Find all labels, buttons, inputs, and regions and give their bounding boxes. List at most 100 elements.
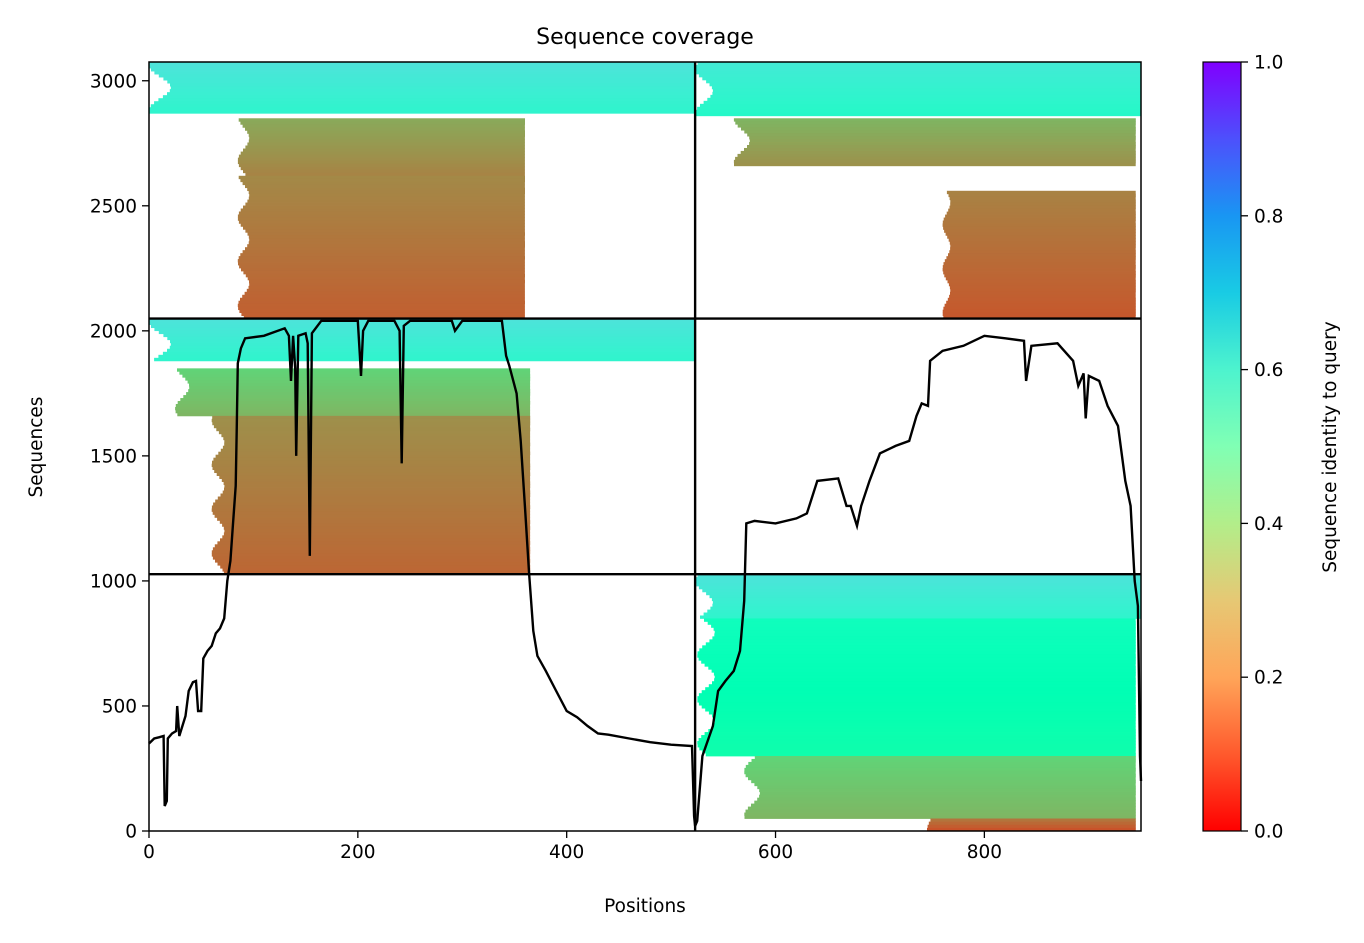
heatmap-cell [946,256,1136,260]
heatmap-cell [248,139,525,143]
heatmap-cell [942,265,1136,269]
heatmap-cell [149,110,696,114]
heatmap-cell [243,169,525,174]
heatmap-cell [217,562,531,566]
heatmap-cell [945,276,1136,281]
heatmap-cell [213,457,531,462]
heatmap-cell [943,262,1136,266]
heatmap-cell [744,770,1136,775]
heatmap-cell [245,229,525,233]
heatmap-cell [703,100,1141,105]
heatmap-cell [237,303,525,308]
heatmap-cell [150,104,696,108]
heatmap-cell [158,354,696,359]
heatmap-cell [707,609,1141,613]
heatmap-cell [216,427,531,432]
heatmap-cell [714,678,1136,682]
heatmap-cell [154,71,696,75]
heatmap-cell [248,133,525,137]
heatmap-cell [238,163,525,168]
heatmap-cell [707,621,1136,625]
heatmap-cell [244,291,525,296]
heatmap-cell [211,505,531,509]
heatmap-cell [167,80,696,84]
heatmap-cell [186,392,531,396]
heatmap-cell [927,827,1136,832]
heatmap-cell [242,181,525,186]
heatmap-cell [697,574,1141,578]
heatmap-cell [237,259,525,263]
heatmap-cell [745,764,1136,769]
heatmap-cell [183,395,531,399]
heatmap-cell [754,800,1136,805]
heatmap-cell [222,445,531,450]
heatmap-cell [745,773,1136,778]
heatmap-cell [751,779,1136,784]
heatmap-cell [713,723,1136,727]
heatmap-cell [704,663,1136,667]
heatmap-cell [747,806,1136,810]
heatmap-cell [169,89,696,93]
heatmap-cell [735,156,1136,161]
heatmap-cell [237,214,525,218]
heatmap-cell [222,523,531,527]
heatmap-cell [154,357,696,362]
heatmap-cell [243,226,525,230]
heatmap-cell [713,627,1136,631]
chart-title: Sequence coverage [536,25,754,50]
heatmap-cell [149,107,696,111]
heatmap-cell [744,812,1136,816]
colorbar-tick-label: 0.8 [1254,206,1283,227]
heatmap-cell [211,553,531,557]
heatmap-cell [245,273,526,278]
heatmap-cell [734,162,1136,167]
x-tick-label: 200 [340,842,375,863]
heatmap-cell [698,693,1136,697]
heatmap-cell [238,175,525,180]
heatmap-cell [949,294,1136,299]
heatmap-cell [701,705,1136,709]
heatmap-cell [212,421,531,426]
colorbar-tick-label: 0.4 [1254,514,1283,535]
heatmap-cell [218,451,531,456]
heatmap-cell [151,68,696,72]
heatmap-cell [211,550,531,554]
heatmap-cell [177,401,531,405]
heatmap-cell [748,776,1136,781]
heatmap-cell [238,256,525,260]
heatmap-cell [942,220,1136,224]
y-tick-label: 1000 [90,571,137,592]
heatmap-cell [754,782,1136,787]
heatmap-cell [948,193,1136,198]
heatmap-cell [179,371,531,375]
heatmap-cell [702,750,1136,754]
y-axis-label: Sequences [26,397,47,498]
heatmap-cell [238,300,525,305]
heatmap-cell [950,199,1136,204]
heatmap-cell [224,487,531,491]
heatmap-cell [245,184,525,189]
heatmap-cell [950,291,1136,296]
heatmap-cell [710,606,1141,610]
heatmap-cell [217,541,531,545]
heatmap-cell [708,684,1136,688]
heatmap-cell [222,535,531,539]
heatmap-cell [943,306,1136,311]
heatmap-cell [757,785,1136,790]
heatmap-cell [214,469,531,474]
heatmap-cell [212,556,531,560]
heatmap-cell [711,669,1136,673]
heatmap-cell [163,333,696,338]
colorbar-gradient [1202,61,1242,832]
heatmap-cell [149,321,696,326]
heatmap-cell [709,594,1141,599]
heatmap-cell [701,735,1136,739]
heatmap-cell [948,282,1136,287]
heatmap-cell [223,532,531,536]
heatmap-cell [696,583,1141,587]
heatmap-cell [747,145,1136,149]
heatmap-cell [945,232,1136,236]
heatmap-cell [220,493,531,497]
heatmap-cell [741,127,1136,131]
